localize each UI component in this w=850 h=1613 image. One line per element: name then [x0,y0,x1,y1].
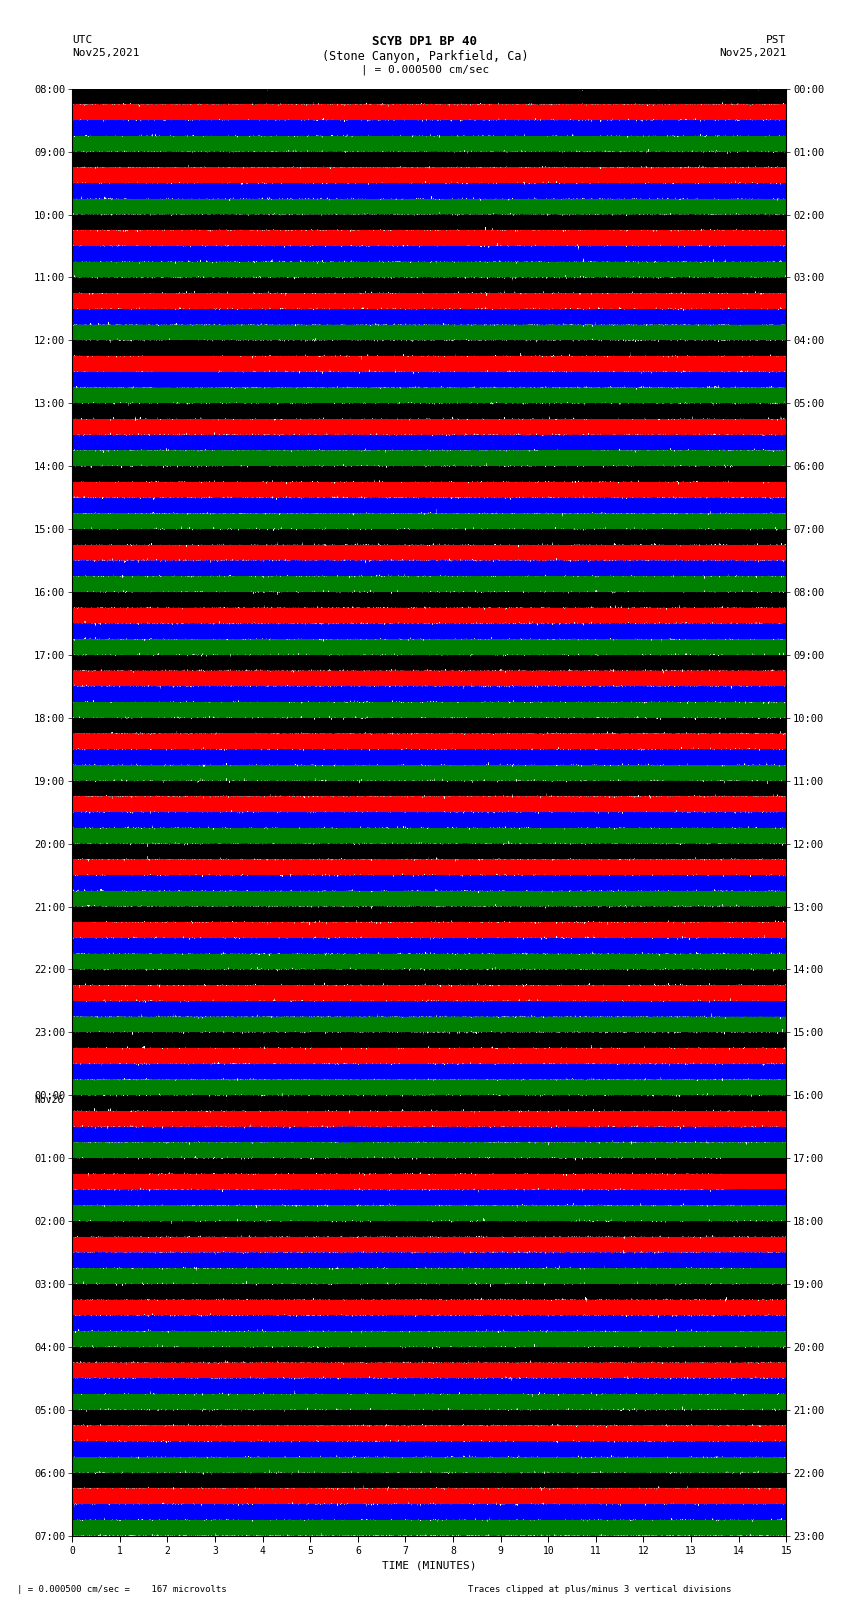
Text: Nov25,2021: Nov25,2021 [72,48,139,58]
Text: Traces clipped at plus/minus 3 vertical divisions: Traces clipped at plus/minus 3 vertical … [468,1584,731,1594]
Text: Nov25,2021: Nov25,2021 [719,48,786,58]
Text: | = 0.000500 cm/sec: | = 0.000500 cm/sec [361,65,489,76]
Text: | = 0.000500 cm/sec =    167 microvolts: | = 0.000500 cm/sec = 167 microvolts [17,1584,227,1594]
Text: PST: PST [766,35,786,45]
Text: UTC: UTC [72,35,93,45]
Text: (Stone Canyon, Parkfield, Ca): (Stone Canyon, Parkfield, Ca) [321,50,529,63]
Text: Nov26: Nov26 [34,1095,64,1105]
Text: SCYB DP1 BP 40: SCYB DP1 BP 40 [372,35,478,48]
X-axis label: TIME (MINUTES): TIME (MINUTES) [382,1560,477,1569]
